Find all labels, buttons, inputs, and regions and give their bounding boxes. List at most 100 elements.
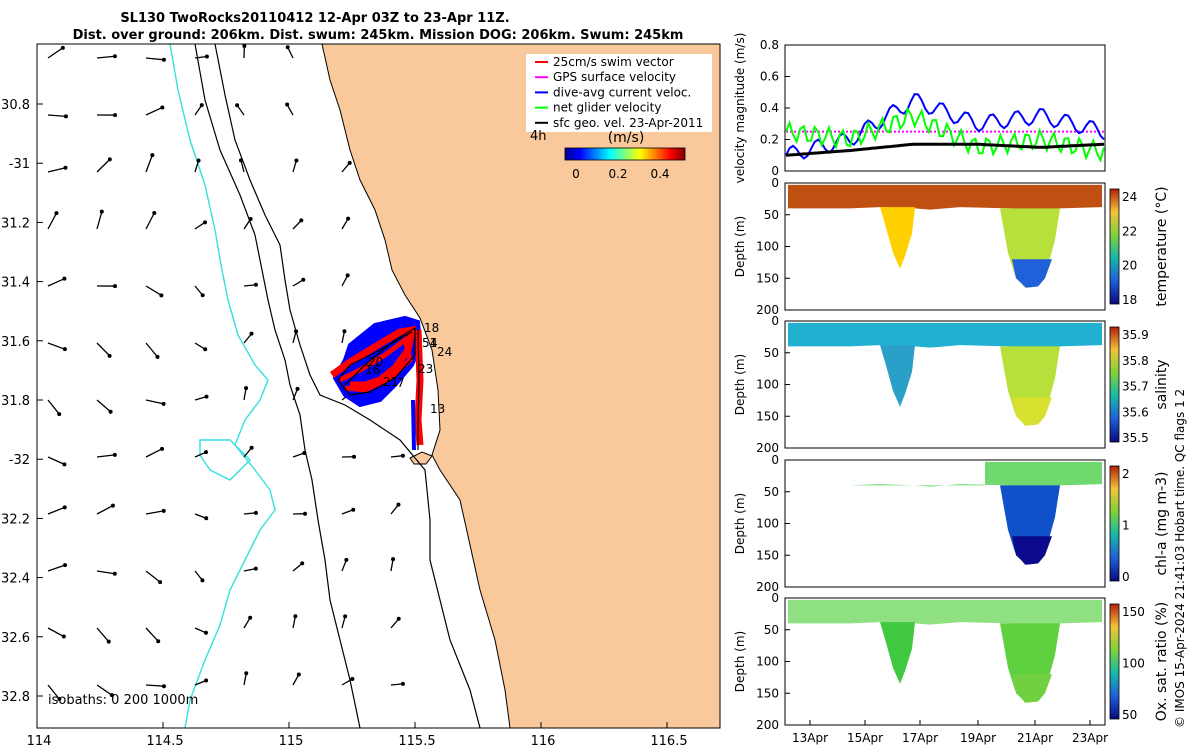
map-x-tick-label: 116 — [531, 734, 556, 749]
colorbar-tick-label: 35.8 — [1122, 354, 1149, 368]
velocity-tick-label: 0.8 — [760, 38, 779, 52]
depth-tick-label: 100 — [756, 517, 779, 531]
legend-label: 25cm/s swim vector — [553, 55, 674, 69]
depth-tick-label: 0 — [771, 591, 779, 605]
time-tick-label: 15Apr — [847, 731, 883, 745]
map-panel: 18 51 4 24 20 16 23 21 7 13 isobaths: 0 … — [37, 44, 720, 728]
depth-axis-label: Depth (m) — [733, 631, 747, 692]
map-y-tick-label: 32.2 — [1, 512, 30, 527]
geo-velocity-arrow-head — [160, 105, 164, 109]
geo-velocity-arrow-head — [303, 512, 307, 516]
geo-velocity-arrow-head — [113, 453, 117, 457]
colorbar-tick: 0.2 — [608, 167, 627, 181]
geo-velocity-arrow-head — [113, 113, 117, 117]
geo-velocity-arrow-head — [200, 578, 204, 582]
geo-velocity-arrow-head — [204, 450, 208, 454]
geo-velocity-arrow-head — [203, 220, 207, 224]
geo-velocity-arrow-head — [302, 451, 306, 455]
geo-velocity-arrow-head — [108, 354, 112, 358]
geo-velocity-arrow-head — [62, 277, 66, 281]
geo-velocity-arrow-head — [350, 677, 354, 681]
colorbar-tick-label: 0 — [1122, 570, 1130, 584]
geo-velocity-arrow-head — [57, 412, 61, 416]
geo-velocity-arrow-head — [285, 103, 289, 107]
depth-tick-label: 0 — [771, 176, 779, 190]
geo-velocity-arrow-head — [158, 580, 162, 584]
section-colorbar — [1110, 189, 1119, 304]
geo-velocity-arrow-head — [200, 103, 204, 107]
time-tick-label: 13Apr — [792, 731, 828, 745]
legend-label: dive-avg current veloc. — [553, 85, 691, 99]
geo-velocity-arrow-head — [203, 347, 207, 351]
geo-velocity-arrow-head — [204, 631, 208, 635]
depth-tick-label: 200 — [756, 718, 779, 732]
map-x-tick-label: 116.5 — [650, 734, 687, 749]
track-label: 21 — [383, 375, 398, 389]
depth-tick-label: 50 — [764, 208, 779, 222]
section-upper-layer — [788, 185, 1102, 210]
depth-tick-label: 0 — [771, 314, 779, 328]
speed-colorbar — [565, 148, 685, 160]
geo-velocity-arrow-head — [205, 54, 209, 58]
geo-velocity-arrow-head — [300, 561, 304, 565]
geo-velocity-arrow-head — [254, 283, 258, 287]
geo-velocity-arrow-head — [343, 614, 347, 618]
depth-tick-label: 150 — [756, 271, 779, 285]
geo-velocity-arrow-head — [156, 639, 160, 643]
map-y-tick-label: 31.2 — [1, 216, 30, 231]
geo-velocity-arrow-head — [62, 635, 66, 639]
velocity-tick-label: 0.2 — [760, 133, 779, 147]
geo-velocity-arrow-head — [204, 678, 208, 682]
footer-credit: © IMOS 15-Apr-2024 21:41:03 Hobart time.… — [1173, 389, 1187, 728]
geo-velocity-arrow-head — [352, 455, 356, 459]
geo-velocity-arrow-head — [204, 395, 208, 399]
geo-velocity-arrow-head — [346, 273, 350, 277]
geo-velocity-arrow-head — [296, 387, 300, 391]
map-x-tick-label: 115.5 — [398, 734, 435, 749]
map-x-tick-label: 114 — [27, 734, 52, 749]
geo-velocity-arrow-head — [254, 511, 258, 515]
geo-velocity-arrow-head — [294, 329, 298, 333]
colorbar-tick-label: 18 — [1122, 293, 1137, 307]
track-label: 16 — [365, 363, 380, 377]
geo-velocity-arrow-head — [301, 278, 305, 282]
geo-velocity-arrow-head — [297, 672, 301, 676]
velocity-panel: 00.20.40.60.8 velocity magnitude (m/s) — [733, 33, 1105, 184]
geo-velocity-arrow-head — [244, 671, 248, 675]
geo-velocity-arrow-head — [249, 217, 253, 221]
colorbar-tick: 0.4 — [650, 167, 669, 181]
title-line-2: Dist. over ground: 206km. Dist. swum: 24… — [73, 28, 684, 43]
map-y-tick-label: 32.4 — [1, 572, 30, 587]
geo-velocity-arrow-head — [107, 640, 111, 644]
depth-axis-label: Depth (m) — [733, 354, 747, 415]
depth-tick-label: 150 — [756, 686, 779, 700]
geo-velocity-arrow-head — [401, 682, 405, 686]
geo-velocity-arrow-head — [63, 166, 67, 170]
legend-label: GPS surface velocity — [553, 70, 676, 84]
geo-velocity-arrow-head — [242, 44, 246, 48]
map-y-tick-label: 31.6 — [1, 335, 30, 350]
map-y-tick-label: 30.8 — [1, 98, 30, 113]
colorbar-unit: (m/s) — [608, 130, 645, 146]
geo-velocity-arrow-head — [155, 355, 159, 359]
colorbar-label: Ox. sat. ratio (%) — [1154, 602, 1170, 721]
geo-velocity-arrow-head — [64, 114, 68, 118]
geo-velocity-arrow-head — [299, 218, 303, 222]
colorbar-tick-label: 20 — [1122, 259, 1137, 273]
time-tick-label: 19Apr — [960, 731, 996, 745]
geo-velocity-arrow-head — [244, 386, 248, 390]
colorbar-tick-label: 1 — [1122, 519, 1130, 533]
track-label: 24 — [437, 345, 452, 359]
geo-velocity-arrow-head — [293, 614, 297, 618]
geo-velocity-arrow-head — [254, 567, 258, 571]
colorbar-label: chl-a (mg m-3) — [1154, 471, 1170, 575]
geo-velocity-arrow-head — [150, 153, 154, 157]
geo-velocity-arrow-head — [113, 572, 117, 576]
depth-tick-label: 100 — [756, 378, 779, 392]
map-x-tick-label: 115 — [279, 734, 304, 749]
geo-velocity-arrow-head — [235, 103, 239, 107]
